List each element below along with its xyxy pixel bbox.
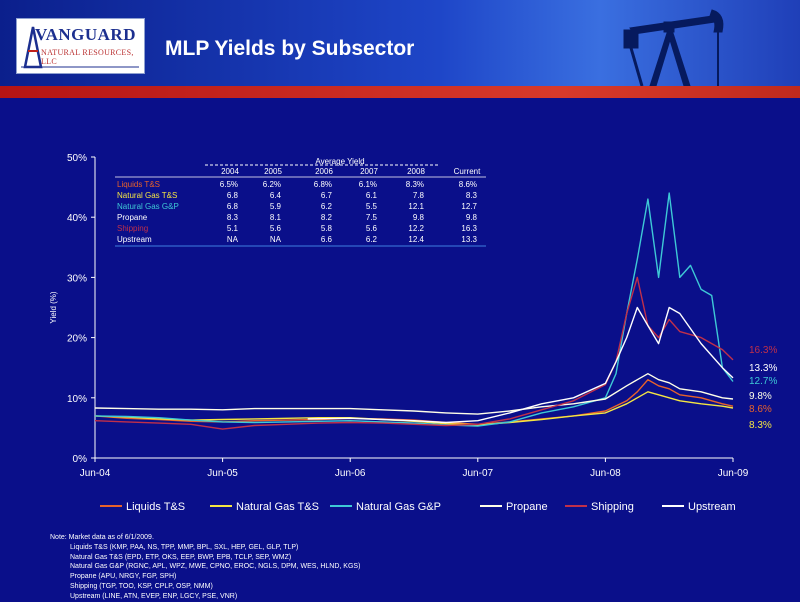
x-tick-label: Jun-04 [80, 468, 111, 479]
end-value-label: 12.7% [749, 376, 777, 387]
y-tick-label: 50% [67, 153, 87, 164]
table-cell: 6.1% [359, 180, 377, 189]
x-tick-label: Jun-07 [463, 468, 494, 479]
end-value-label: 13.3% [749, 363, 777, 374]
series-line-propane [94, 373, 734, 415]
table-row-label: Natural Gas T&S [117, 191, 177, 200]
table-cell: 9.8 [413, 213, 425, 222]
y-tick-label: 20% [67, 334, 87, 345]
end-value-label: 16.3% [749, 345, 777, 356]
table-cell: 7.8 [413, 191, 425, 200]
note-line: Natural Gas G&P (RGNC, APL, WPZ, MWE, CP… [70, 563, 361, 571]
pumpjack-icon [623, 9, 724, 86]
legend-label: Liquids T&S [126, 501, 185, 513]
series-line-liquids-t-s [94, 379, 734, 425]
table-cell: 8.3 [466, 191, 478, 200]
table-cell: 5.1 [227, 224, 239, 233]
table-cell: NA [227, 235, 239, 244]
table-column-header: 2005 [264, 167, 282, 176]
table-cell: 6.2 [366, 235, 378, 244]
table-cell: 6.6 [321, 235, 333, 244]
table-cell: 9.8 [466, 213, 478, 222]
table-row-label: Shipping [117, 224, 148, 233]
x-tick-label: Jun-09 [718, 468, 749, 479]
note-line: Propane (APU, NRGY, FGP, SPH) [70, 573, 177, 581]
table-cell: NA [270, 235, 282, 244]
table-cell: 6.4 [270, 191, 282, 200]
table-column-header: 2008 [407, 167, 425, 176]
table-column-header: 2004 [221, 167, 239, 176]
note-line: Shipping (TGP, TOO, KSP, CPLP, OSP, NMM) [70, 582, 213, 590]
table-cell: 6.7 [321, 191, 333, 200]
table-column-header: Current [454, 167, 481, 176]
table-cell: 12.1 [408, 202, 424, 211]
end-value-label: 9.8% [749, 391, 772, 402]
table-cell: 5.6 [366, 224, 378, 233]
series-line-natural-gas-g-p [94, 192, 734, 427]
table-cell: 8.3% [406, 180, 424, 189]
table-cell: 6.1 [366, 191, 378, 200]
table-cell: 5.9 [270, 202, 282, 211]
legend-label: Propane [506, 501, 548, 513]
accent-bar [0, 86, 800, 98]
y-tick-label: 0% [73, 454, 88, 465]
logo-subtitle: NATURAL RESOURCES, LLC [41, 48, 134, 66]
table-row-label: Liquids T&S [117, 180, 160, 189]
table-cell: 8.3 [227, 213, 239, 222]
x-tick-label: Jun-05 [207, 468, 238, 479]
table-cell: 5.8 [321, 224, 333, 233]
table-column-header: 2006 [315, 167, 333, 176]
page-title: MLP Yields by Subsector [165, 37, 415, 60]
table-row-label: Natural Gas G&P [117, 202, 179, 211]
table-cell: 8.2 [321, 213, 333, 222]
table-cell: 8.6% [459, 180, 477, 189]
table-cell: 6.8 [227, 202, 239, 211]
series-line-shipping [94, 276, 734, 430]
table-row-label: Upstream [117, 235, 152, 244]
table-cell: 8.1 [270, 213, 282, 222]
table-cell: 6.8 [227, 191, 239, 200]
table-cell: 13.3 [461, 235, 477, 244]
series-line-upstream [307, 306, 734, 424]
table-cell: 5.6 [270, 224, 282, 233]
table-cell: 6.2 [321, 202, 333, 211]
y-tick-label: 40% [67, 213, 87, 224]
legend-label: Natural Gas T&S [236, 501, 319, 513]
table-cell: 12.4 [408, 235, 424, 244]
table-cell: 12.2 [408, 224, 424, 233]
table-row-label: Propane [117, 213, 148, 222]
table-cell: 12.7 [461, 202, 477, 211]
x-tick-label: Jun-08 [590, 468, 621, 479]
legend-label: Upstream [688, 501, 736, 513]
table-cell: 6.5% [220, 180, 238, 189]
end-value-label: 8.3% [749, 420, 772, 431]
table-cell: 6.2% [263, 180, 281, 189]
logo-wordmark: VANGUARD [35, 25, 136, 44]
note-line: Natural Gas T&S (EPD, ETP, OKS, EEP, BWP… [70, 553, 292, 561]
yield-chart: 0% 10% 20% 30% 40% 50% Jun-04 Jun-05 Jun-06 Jun-0… [49, 153, 777, 513]
table-title: Average Yield [315, 157, 364, 166]
y-tick-label: 10% [67, 394, 87, 405]
note-line: Upstream (LINE, ATN, EVEP, ENP, LGCY, PS… [70, 592, 238, 600]
footnotes: Note: Market data as of 6/1/2009. Liquid… [50, 533, 360, 602]
legend-label: Shipping [591, 501, 634, 513]
table-cell: 16.3 [461, 224, 477, 233]
table-column-header: 2007 [360, 167, 378, 176]
x-tick-label: Jun-06 [335, 468, 366, 479]
y-tick-label: 30% [67, 273, 87, 284]
table-cell: 6.8% [314, 180, 332, 189]
table-cell: 7.5 [366, 213, 378, 222]
note-line: Liquids T&S (KMP, PAA, NS, TPP, MMP, BPL… [70, 543, 299, 551]
company-logo: VANGUARD NATURAL RESOURCES, LLC [16, 18, 145, 74]
note-lead: Note: Market data as of 6/1/2009. [50, 534, 154, 541]
legend-label: Natural Gas G&P [356, 501, 441, 513]
table-cell: 5.5 [366, 202, 378, 211]
end-value-label: 8.6% [749, 404, 772, 415]
y-axis-label: Yield (%) [49, 291, 58, 323]
